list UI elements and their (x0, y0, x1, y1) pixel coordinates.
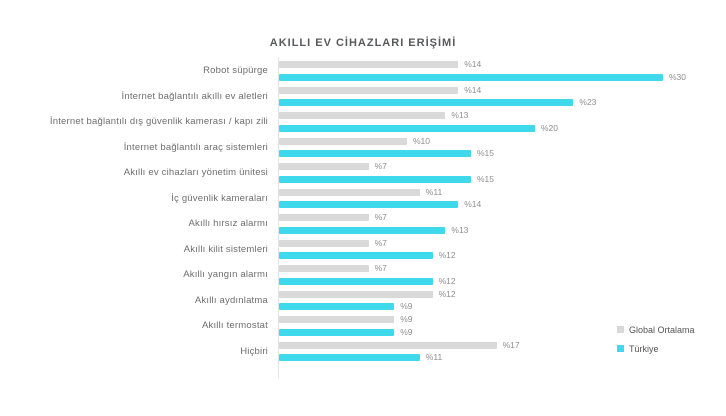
bar-value-label: %12 (438, 275, 456, 286)
bar-value-label: %11 (425, 186, 443, 197)
category-label: Akıllı ev cihazları yönetim ünitesi (123, 167, 268, 178)
bar-turkiye (279, 175, 471, 183)
chart-row: Akıllı aydınlatma %12 %9 (0, 288, 726, 317)
chart-row: İç güvenlik kameraları %11 %14 (0, 186, 726, 215)
category-label: Akıllı termostat (201, 320, 268, 331)
turkiye-swatch-icon (617, 345, 624, 352)
bar-turkiye (279, 252, 433, 259)
bar-value-label: %11 (425, 352, 443, 362)
bar-value-label: %9 (400, 326, 413, 337)
bar-turkiye (279, 354, 420, 361)
bar-global (279, 112, 446, 119)
category-label: Hiçbiri (240, 345, 268, 357)
bar-value-label: %20 (541, 122, 559, 133)
legend-label: Global Ortalama (629, 324, 695, 335)
bar-value-label: %14 (464, 199, 482, 209)
category-label: Akıllı yangın alarmı (183, 269, 268, 280)
bar-global (279, 163, 369, 170)
bar-value-label: %13 (451, 110, 469, 120)
chart-row: İnternet bağlantılı dış güvenlik kameras… (0, 110, 726, 138)
bar-global (279, 265, 369, 272)
bar-turkiye (279, 99, 574, 106)
bar-value-label: %12 (438, 250, 456, 260)
bar-value-label: %9 (400, 301, 413, 311)
bar-value-label: %15 (477, 148, 495, 158)
category-label: Robot süpürge (203, 65, 268, 76)
global-swatch-icon (617, 326, 624, 333)
legend: Global Ortalama Türkiye (617, 320, 695, 358)
category-label: İnternet bağlantılı dış güvenlik kameras… (49, 116, 268, 127)
chart-row: İnternet bağlantılı araç sistemleri %10 %1… (0, 135, 726, 164)
chart-row: Robot süpürge %14 %30 (0, 59, 726, 87)
legend-label: Türkiye (629, 343, 659, 354)
bar-value-label: %10 (413, 135, 431, 146)
category-label: Akıllı kilit sistemleri (183, 243, 268, 255)
bar-global (279, 214, 369, 221)
bar-global (279, 137, 407, 145)
bar-turkiye (279, 150, 471, 157)
bar-turkiye (279, 226, 446, 234)
chart-row: Akıllı hırsız alarmı %7 %13 (0, 212, 726, 240)
chart-row: Akıllı yangın alarmı %7 %12 (0, 263, 726, 291)
bar-value-label: %17 (502, 339, 520, 350)
bar-value-label: %13 (451, 224, 469, 235)
category-label: İç güvenlik kameraları (171, 192, 268, 204)
bar-value-label: %7 (374, 263, 387, 273)
chart-row: Akıllı kilit sistemleri %7 %12 (0, 237, 726, 266)
bar-value-label: %7 (374, 212, 387, 222)
legend-item-turkiye: Türkiye (617, 339, 695, 358)
bar-global (279, 86, 459, 94)
bar-value-label: %14 (464, 84, 482, 95)
bar-value-label: %15 (477, 173, 495, 184)
bar-turkiye (279, 201, 459, 208)
bar-value-label: %30 (669, 71, 687, 82)
bar-value-label: %23 (579, 97, 597, 107)
legend-item-global: Global Ortalama (617, 320, 695, 339)
bar-value-label: %9 (400, 314, 413, 324)
bar-global (279, 61, 459, 68)
chart-row: Akıllı ev cihazları yönetim ünitesi %7 %15 (0, 161, 726, 189)
bar-turkiye (279, 277, 433, 285)
bar-global (279, 341, 497, 349)
y-axis-line (278, 57, 279, 378)
bar-turkiye (279, 124, 535, 132)
bar-value-label: %7 (374, 161, 387, 171)
chart-row: Hiçbiri %17 %11 (0, 339, 726, 368)
chart-row: Akıllı termostat %9 %9 (0, 314, 726, 342)
category-label: İnternet bağlantılı araç sistemleri (123, 141, 268, 153)
category-label: İnternet bağlantılı akıllı ev aletleri (121, 90, 268, 102)
bar-global (279, 239, 369, 247)
category-label: Akıllı hırsız alarmı (188, 218, 268, 229)
bar-turkiye (279, 328, 395, 336)
bar-global (279, 316, 395, 323)
bar-turkiye (279, 303, 395, 310)
chart-row: İnternet bağlantılı akıllı ev aletleri %1… (0, 84, 726, 113)
chart-title: AKILLI EV CİHAZLARI ERİŞİMİ (269, 37, 457, 49)
bar-global (279, 188, 420, 196)
bar-value-label: %14 (464, 59, 482, 69)
category-label: Akıllı aydınlatma (194, 294, 268, 306)
bar-value-label: %7 (374, 237, 387, 248)
bar-turkiye (279, 73, 663, 81)
bar-value-label: %12 (438, 288, 456, 299)
bar-global (279, 290, 433, 298)
